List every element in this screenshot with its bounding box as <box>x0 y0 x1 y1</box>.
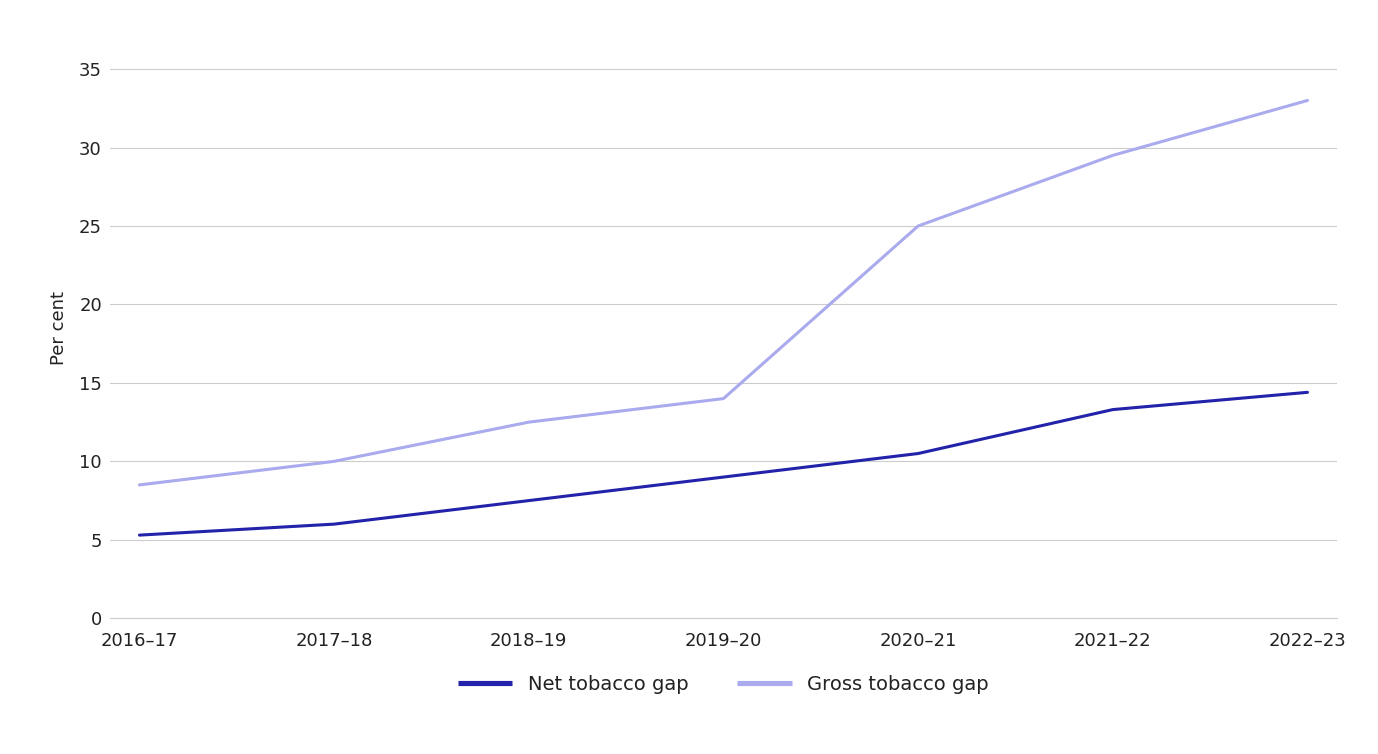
Net tobacco gap <box>715 473 732 482</box>
Gross tobacco gap <box>1299 96 1316 105</box>
Net tobacco gap <box>909 449 926 458</box>
Gross tobacco gap <box>1105 151 1122 160</box>
Gross tobacco gap <box>325 457 342 466</box>
Gross tobacco gap <box>131 480 147 489</box>
Net tobacco gap <box>1299 388 1316 397</box>
Gross tobacco gap <box>521 418 537 427</box>
Net tobacco gap <box>521 496 537 505</box>
Line: Net tobacco gap: Net tobacco gap <box>139 392 1308 535</box>
Net tobacco gap <box>131 531 147 540</box>
Legend: Net tobacco gap, Gross tobacco gap: Net tobacco gap, Gross tobacco gap <box>451 667 996 701</box>
Net tobacco gap <box>325 520 342 529</box>
Y-axis label: Per cent: Per cent <box>50 291 68 365</box>
Gross tobacco gap <box>715 394 732 403</box>
Net tobacco gap <box>1105 405 1122 414</box>
Line: Gross tobacco gap: Gross tobacco gap <box>139 100 1308 485</box>
Gross tobacco gap <box>909 222 926 231</box>
